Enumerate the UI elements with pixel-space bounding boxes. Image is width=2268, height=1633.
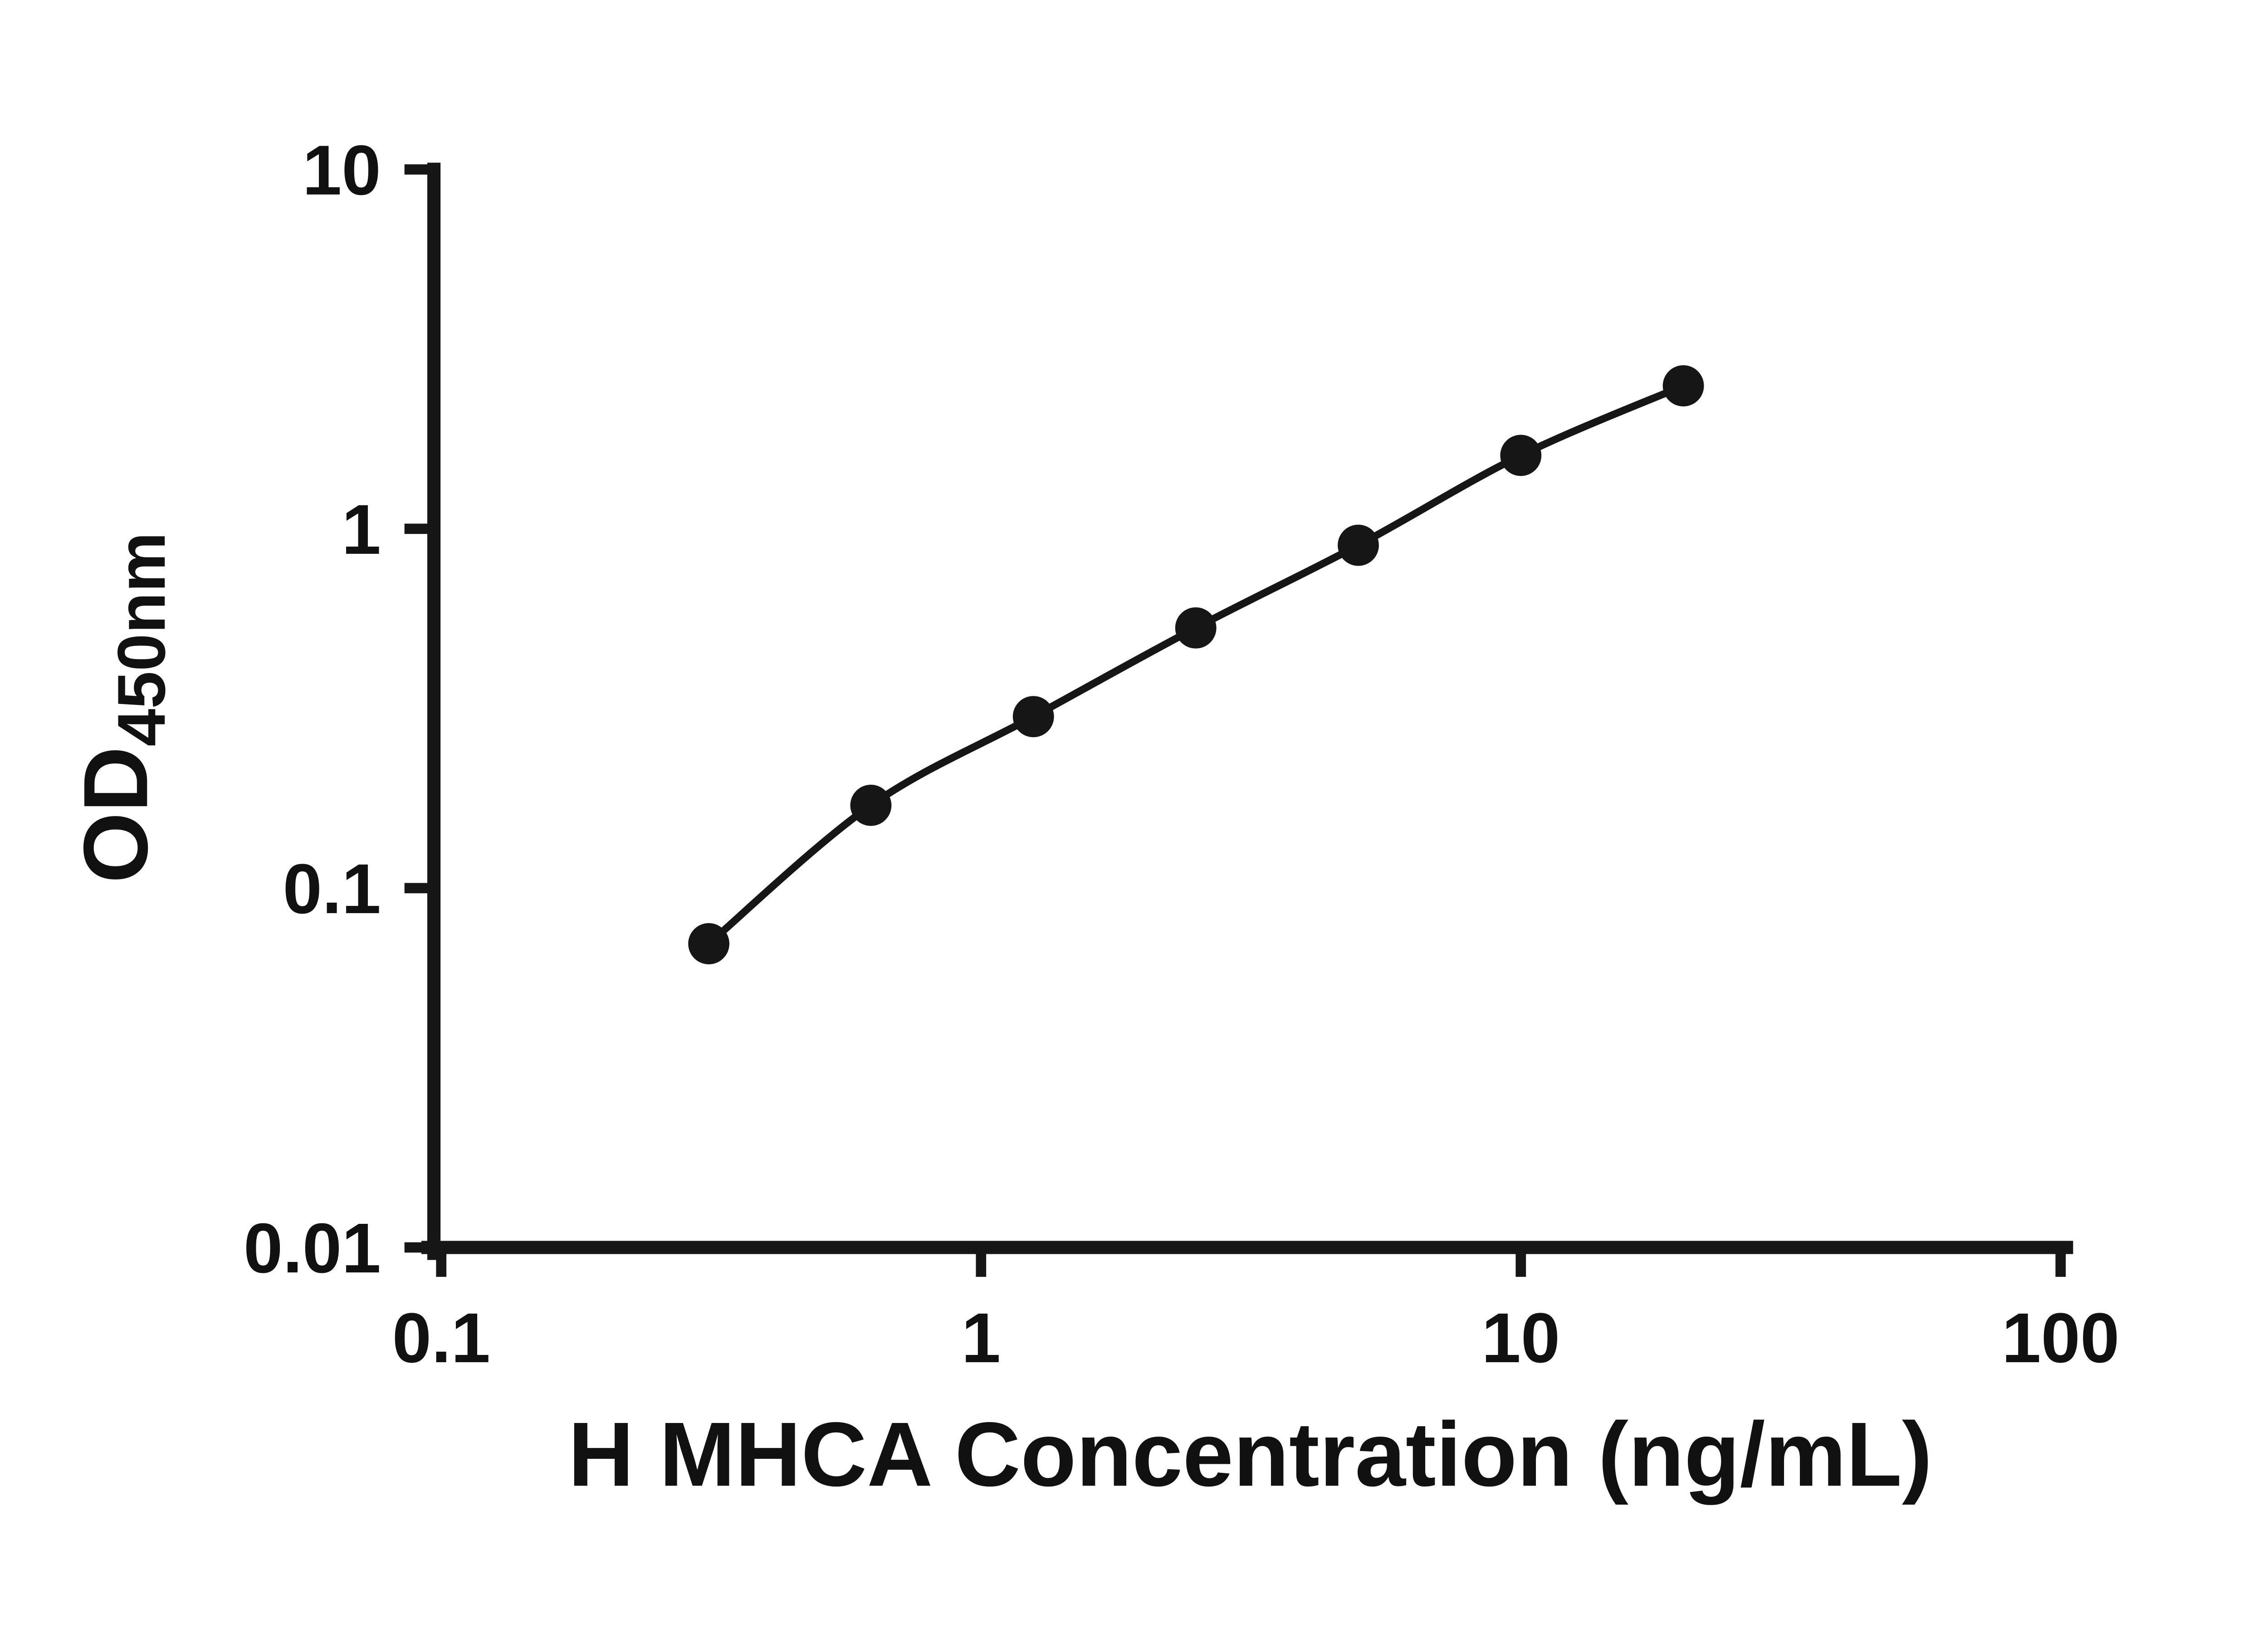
fit-curve xyxy=(706,382,1685,947)
data-point xyxy=(1338,524,1379,566)
y-tick-label: 0.1 xyxy=(283,849,381,928)
x-tick-label: 0.1 xyxy=(392,1298,490,1377)
x-tick-label: 10 xyxy=(1481,1298,1560,1377)
y-tick-label: 0.01 xyxy=(244,1208,381,1287)
standard-curve-figure: 0.1 1 10 100 0.01 0.1 1 10 H MHCA Concentration… xyxy=(0,22,2268,1611)
y-tick-label: 1 xyxy=(342,490,381,569)
x-axis-title: H MHCA Concentration (ng/mL) xyxy=(568,1403,1932,1505)
data-point xyxy=(1662,365,1704,406)
y-axis-title-main: OD xyxy=(64,747,166,884)
data-point xyxy=(1175,607,1217,649)
data-point xyxy=(1500,435,1542,476)
data-point xyxy=(850,784,892,826)
data-point xyxy=(1012,696,1054,738)
x-tick-label: 100 xyxy=(2002,1298,2120,1377)
data-point xyxy=(688,923,729,964)
y-tick-label: 10 xyxy=(303,131,381,210)
x-tick-label: 1 xyxy=(961,1298,1001,1377)
y-axis-title: OD450nm xyxy=(64,532,179,883)
y-axis-title-subscript: 450nm xyxy=(103,532,179,747)
